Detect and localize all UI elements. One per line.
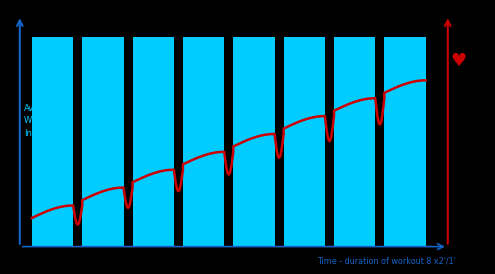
Text: Average
Watts per
Interval: Average Watts per Interval bbox=[24, 104, 65, 138]
Bar bbox=[82, 37, 124, 247]
Bar bbox=[284, 37, 325, 247]
Text: ♥: ♥ bbox=[451, 52, 467, 70]
Text: Time - duration of workout 8 x2'/1': Time - duration of workout 8 x2'/1' bbox=[317, 256, 456, 265]
Bar bbox=[32, 37, 73, 247]
Bar bbox=[384, 37, 426, 247]
Bar bbox=[133, 37, 174, 247]
Bar bbox=[233, 37, 275, 247]
Bar bbox=[334, 37, 375, 247]
Bar bbox=[183, 37, 224, 247]
